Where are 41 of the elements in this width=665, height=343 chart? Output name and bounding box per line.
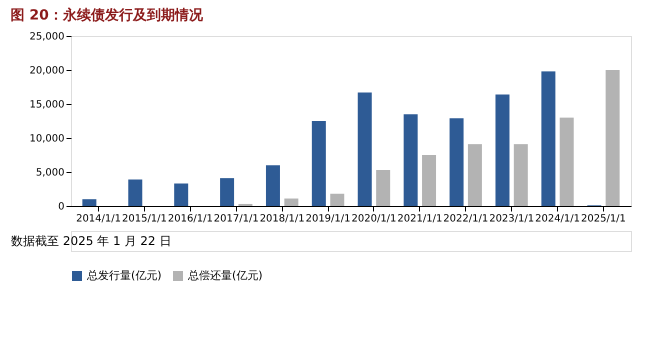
bar [422, 155, 436, 206]
y-tick-label: 0 [58, 202, 64, 212]
bar [358, 92, 372, 206]
legend-label: 总偿还量(亿元) [187, 269, 263, 282]
bar [220, 178, 234, 206]
x-tick-label: 2019/1/1 [306, 214, 351, 224]
bar [404, 114, 418, 206]
y-tick-label: 25,000 [30, 32, 64, 42]
bar [376, 170, 390, 206]
bar [174, 184, 188, 206]
chart-title: 图 20：永续债发行及到期情况 [10, 6, 204, 24]
bar [312, 121, 326, 206]
bar [541, 71, 556, 206]
y-tick-label: 10,000 [30, 134, 64, 144]
bar [284, 198, 298, 206]
y-tick-label: 15,000 [30, 100, 64, 110]
bar [450, 118, 464, 206]
x-tick-label: 2014/1/1 [76, 214, 121, 224]
bar [514, 144, 528, 206]
text: 数据截至 2025 年 1 月 22 日 [11, 234, 172, 248]
x-tick-label: 2022/1/1 [443, 214, 488, 224]
bar [330, 194, 344, 206]
bar [82, 199, 96, 206]
bar [468, 144, 482, 206]
bar [606, 70, 620, 206]
bar [266, 165, 280, 206]
legend-label: 总发行量(亿元) [86, 269, 162, 282]
x-tick-label: 2021/1/1 [397, 214, 442, 224]
x-tick-label: 2016/1/1 [168, 214, 213, 224]
bar [560, 118, 574, 206]
x-tick-label: 2020/1/1 [351, 214, 396, 224]
x-tick-label: 2018/1/1 [260, 214, 305, 224]
x-tick-label: 2023/1/1 [489, 214, 534, 224]
bar [495, 94, 510, 206]
bar [128, 179, 142, 206]
x-tick-label: 2025/1/1 [581, 214, 626, 224]
y-tick-label: 20,000 [30, 66, 64, 76]
x-tick-label: 2015/1/1 [122, 214, 167, 224]
y-tick-label: 5,000 [36, 168, 64, 178]
x-tick-label: 2017/1/1 [214, 214, 259, 224]
x-tick-label: 2024/1/1 [535, 214, 580, 224]
